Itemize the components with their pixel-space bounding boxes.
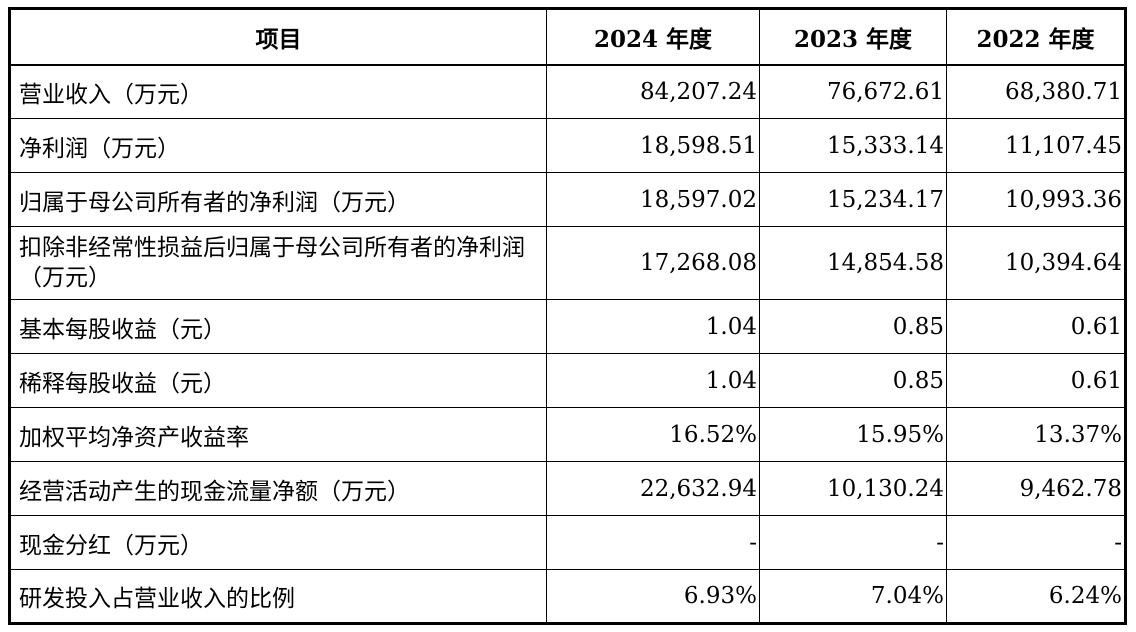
cell-2022: 6.24% xyxy=(946,569,1126,624)
cell-2022: 0.61 xyxy=(946,299,1126,354)
cell-2024: 1.04 xyxy=(546,353,760,408)
cell-2022: 0.61 xyxy=(946,353,1126,408)
cell-2024: 16.52% xyxy=(546,407,760,462)
table-row: 归属于母公司所有者的净利润（万元） 18,597.02 15,234.17 10… xyxy=(9,172,1126,227)
financial-table-container: 项目 2024 年度 2023 年度 2022 年度 营业收入（万元） 84,2… xyxy=(8,7,1127,625)
row-label: 稀释每股收益（元） xyxy=(9,353,547,408)
table-row: 经营活动产生的现金流量净额（万元） 22,632.94 10,130.24 9,… xyxy=(9,461,1126,516)
row-label: 研发投入占营业收入的比例 xyxy=(9,569,547,624)
table-row: 研发投入占营业收入的比例 6.93% 7.04% 6.24% xyxy=(9,569,1126,624)
cell-2023: 10,130.24 xyxy=(759,461,947,516)
row-label: 归属于母公司所有者的净利润（万元） xyxy=(9,172,547,227)
row-label: 净利润（万元） xyxy=(9,118,547,173)
cell-2023: 15,333.14 xyxy=(759,118,947,173)
cell-2023: 7.04% xyxy=(759,569,947,624)
cell-2022: 68,380.71 xyxy=(946,64,1126,119)
row-label: 营业收入（万元） xyxy=(9,64,547,119)
table-row: 净利润（万元） 18,598.51 15,333.14 11,107.45 xyxy=(9,118,1126,173)
cell-2022: 10,993.36 xyxy=(946,172,1126,227)
table-row: 加权平均净资产收益率 16.52% 15.95% 13.37% xyxy=(9,407,1126,462)
cell-2023: 76,672.61 xyxy=(759,64,947,119)
row-label: 加权平均净资产收益率 xyxy=(9,407,547,462)
row-label: 扣除非经常性损益后归属于母公司所有者的净利润（万元） xyxy=(9,226,547,300)
cell-2023: 0.85 xyxy=(759,353,947,408)
financial-summary-table: 项目 2024 年度 2023 年度 2022 年度 营业收入（万元） 84,2… xyxy=(8,7,1127,625)
cell-2024: 18,597.02 xyxy=(546,172,760,227)
cell-2024: 1.04 xyxy=(546,299,760,354)
header-item: 项目 xyxy=(9,8,547,66)
table-header-row: 项目 2024 年度 2023 年度 2022 年度 xyxy=(9,8,1126,66)
cell-2024: 22,632.94 xyxy=(546,461,760,516)
cell-2024: 17,268.08 xyxy=(546,226,760,300)
cell-2023: 15.95% xyxy=(759,407,947,462)
cell-2022: 13.37% xyxy=(946,407,1126,462)
cell-2023: 0.85 xyxy=(759,299,947,354)
table-row: 基本每股收益（元） 1.04 0.85 0.61 xyxy=(9,299,1126,354)
cell-2024: 18,598.51 xyxy=(546,118,760,173)
header-2024: 2024 年度 xyxy=(546,8,760,66)
cell-2024: - xyxy=(546,515,760,570)
header-2022: 2022 年度 xyxy=(946,8,1126,66)
row-label: 基本每股收益（元） xyxy=(9,299,547,354)
table-row: 稀释每股收益（元） 1.04 0.85 0.61 xyxy=(9,353,1126,408)
table-row: 现金分红（万元） - - - xyxy=(9,515,1126,570)
table-row: 扣除非经常性损益后归属于母公司所有者的净利润（万元） 17,268.08 14,… xyxy=(9,226,1126,300)
row-label: 经营活动产生的现金流量净额（万元） xyxy=(9,461,547,516)
cell-2024: 6.93% xyxy=(546,569,760,624)
cell-2022: 10,394.64 xyxy=(946,226,1126,300)
cell-2022: - xyxy=(946,515,1126,570)
cell-2022: 11,107.45 xyxy=(946,118,1126,173)
header-2023: 2023 年度 xyxy=(759,8,947,66)
cell-2023: 14,854.58 xyxy=(759,226,947,300)
cell-2024: 84,207.24 xyxy=(546,64,760,119)
cell-2022: 9,462.78 xyxy=(946,461,1126,516)
cell-2023: - xyxy=(759,515,947,570)
row-label: 现金分红（万元） xyxy=(9,515,547,570)
cell-2023: 15,234.17 xyxy=(759,172,947,227)
table-row: 营业收入（万元） 84,207.24 76,672.61 68,380.71 xyxy=(9,64,1126,119)
